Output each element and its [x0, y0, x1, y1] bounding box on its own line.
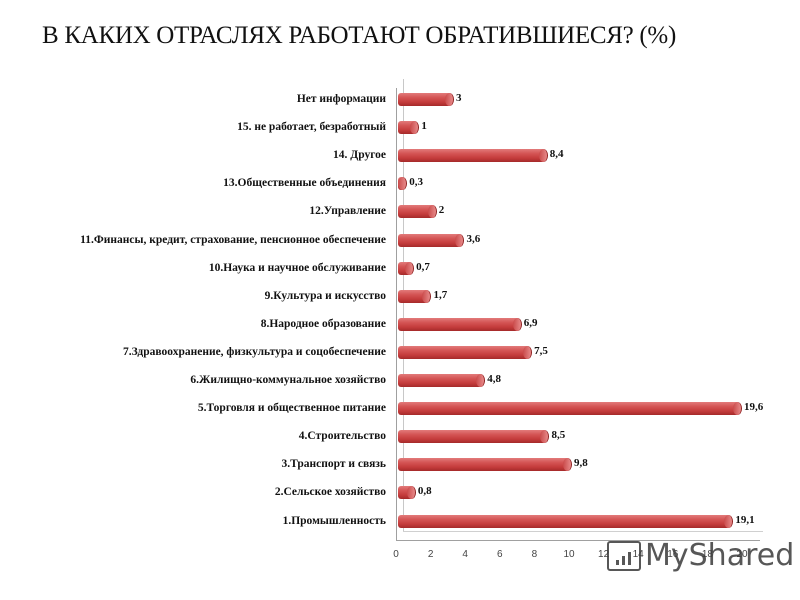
category-label: 12.Управление [309, 205, 386, 218]
category-label: 15. не работает, безработный [237, 121, 386, 134]
bar [398, 514, 734, 528]
bar [398, 149, 548, 163]
bar [398, 486, 416, 500]
bar [398, 261, 415, 275]
category-label: 14. Другое [333, 149, 386, 162]
bar [398, 458, 573, 472]
value-label: 2 [438, 204, 445, 217]
value-label: 19,6 [744, 401, 764, 414]
bar [398, 233, 465, 247]
chart-back-floor [403, 531, 763, 532]
bar-end-cap [455, 233, 465, 247]
category-label: 2.Сельское хозяйство [274, 486, 386, 499]
category-label: 4.Строительство [298, 430, 386, 443]
value-label: 9,8 [574, 457, 588, 470]
value-label: 1,7 [433, 288, 448, 301]
bar-end-cap [406, 486, 416, 500]
value-label: 4,8 [487, 373, 502, 385]
watermark: MyShared [607, 538, 794, 573]
category-label: 1.Промышленность [282, 514, 386, 527]
x-tick-label: 20 [736, 549, 748, 560]
bar [398, 93, 455, 106]
bar [398, 177, 408, 191]
bar-end-cap [538, 149, 548, 163]
bar [398, 402, 743, 416]
value-label: 19,1 [735, 513, 755, 526]
bar [398, 317, 522, 331]
bar-end-cap [512, 317, 522, 331]
bar [398, 374, 486, 387]
category-label: 3.Транспорт и связь [281, 458, 386, 471]
value-label: 0,8 [417, 485, 432, 498]
y-axis-line [396, 88, 397, 540]
x-tick-label: 16 [667, 549, 679, 560]
x-axis-line [396, 540, 760, 541]
bar-end-cap [445, 93, 455, 106]
chart-title: В КАКИХ ОТРАСЛЯХ РАБОТАЮТ ОБРАТИВШИЕСЯ? … [42, 22, 676, 49]
value-label: 1 [421, 120, 427, 133]
category-label: 11.Финансы, кредит, страхование, пенсион… [80, 233, 386, 246]
value-label: 8,4 [549, 148, 564, 161]
value-label: 0,3 [409, 176, 423, 189]
bar [398, 289, 432, 303]
category-label: 7.Здравоохранение, физкультура и соцобес… [122, 345, 386, 358]
bar [398, 345, 533, 359]
value-label: 0,7 [416, 260, 430, 273]
category-label: Нет информации [296, 93, 386, 105]
bar-end-cap [563, 458, 573, 472]
value-label: 8,5 [551, 429, 566, 442]
bar [398, 205, 437, 219]
bar-end-cap [476, 374, 486, 387]
x-tick-label: 10 [563, 549, 575, 560]
value-label: 7,5 [534, 344, 548, 357]
bar-end-cap [540, 430, 550, 444]
bar-end-cap [523, 345, 533, 359]
x-tick-label: 12 [598, 549, 610, 560]
x-tick-label: 0 [393, 549, 399, 560]
x-tick-label: 18 [701, 549, 713, 560]
bar [398, 121, 420, 135]
x-tick-label: 4 [462, 549, 468, 560]
category-label: 10.Наука и научное обслуживание [208, 261, 386, 274]
category-label: 13.Общественные объединения [223, 177, 386, 190]
value-label: 3,6 [466, 232, 481, 245]
x-tick-label: 6 [497, 549, 503, 560]
watermark-text: MyShared [645, 538, 795, 573]
bar-end-cap [724, 514, 734, 528]
bar-end-cap [410, 121, 420, 135]
category-label: 5.Торговля и общественное питание [197, 402, 386, 415]
bar-end-cap [733, 402, 743, 416]
bar-end-cap [405, 261, 415, 275]
category-label: 8.Народное образование [260, 317, 386, 330]
bar-end-cap [422, 289, 432, 303]
category-label: 6.Жилищно-коммунальное хозяйство [190, 374, 386, 386]
bar-end-cap [398, 177, 408, 191]
x-tick-label: 2 [427, 549, 434, 560]
presentation-chart-icon [607, 540, 641, 571]
x-tick-label: 14 [632, 549, 644, 560]
category-label: 9.Культура и искусство [264, 289, 386, 302]
value-label: 6,9 [523, 316, 538, 329]
value-label: 3 [456, 92, 462, 104]
bar-end-cap [427, 205, 437, 219]
bar [398, 430, 550, 444]
chart-back-wall [403, 79, 404, 531]
x-tick-label: 8 [531, 549, 538, 560]
